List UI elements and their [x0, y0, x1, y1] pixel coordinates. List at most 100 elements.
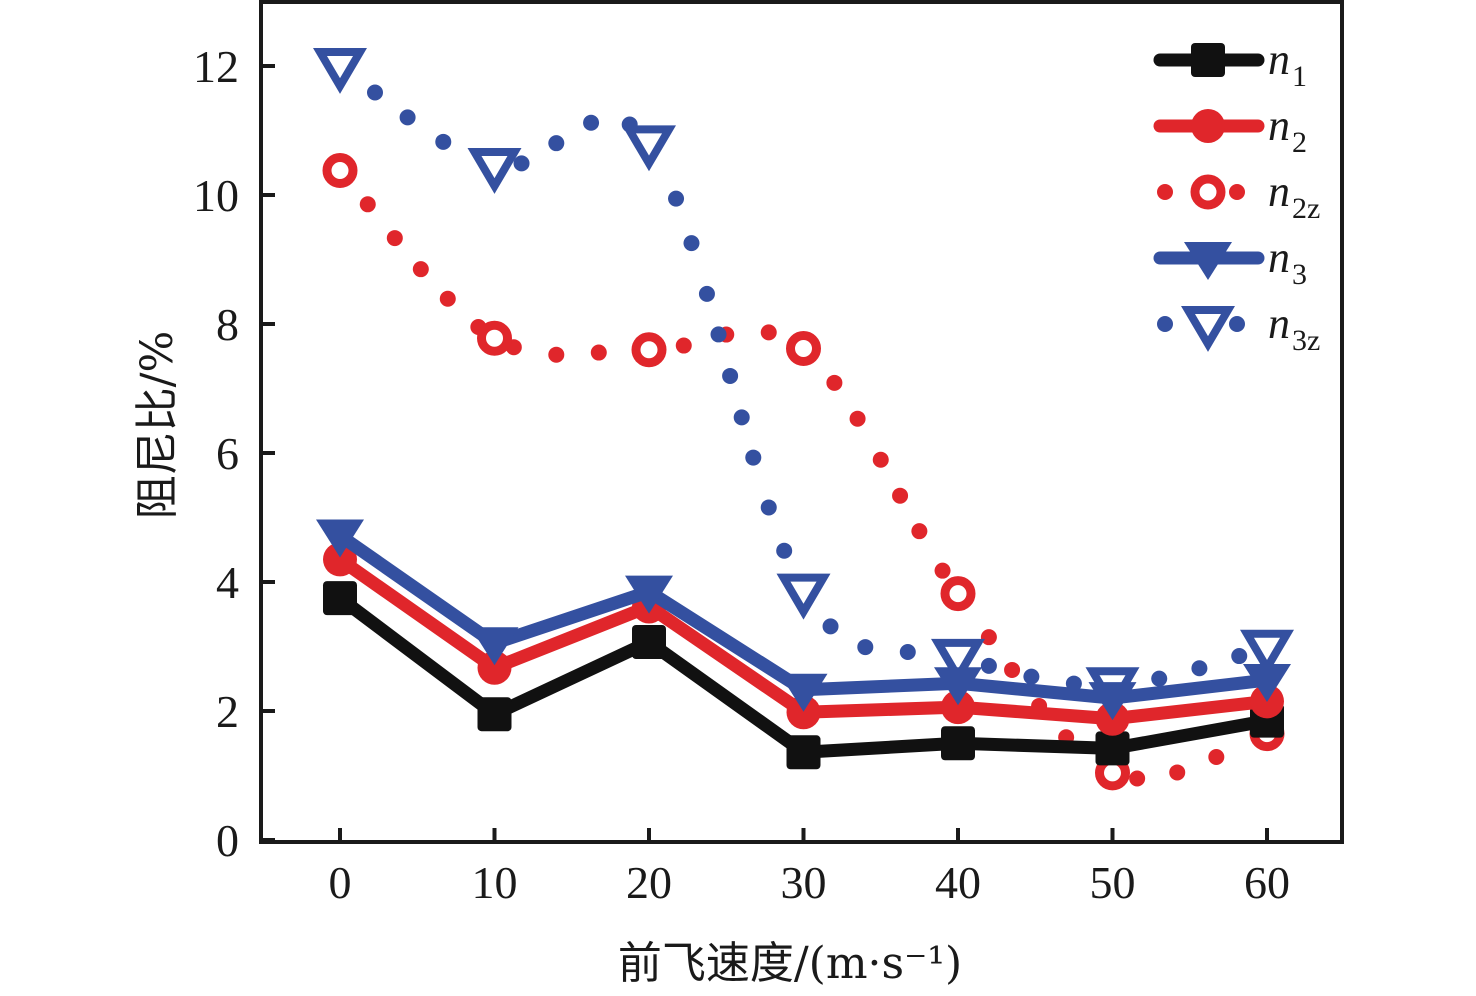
series-dot-n2z	[675, 337, 692, 354]
series-dot-n2z	[872, 451, 889, 468]
legend-label-subscript: 2z	[1292, 192, 1320, 225]
legend-item-n1: n1	[1153, 35, 1307, 93]
series-dot-n3z	[722, 367, 739, 384]
series-dot-n3z	[1151, 670, 1168, 687]
data-point-n1	[1095, 731, 1130, 766]
legend-label-subscript: 3z	[1292, 324, 1320, 357]
series-dot-n2z	[359, 196, 376, 213]
data-point-n3	[1088, 682, 1137, 721]
legend-marker-n2z	[1190, 174, 1226, 210]
series-dot-n3z	[683, 235, 700, 252]
y-tick-label: 6	[216, 428, 239, 479]
data-point-n1	[323, 581, 357, 616]
data-point-n2	[786, 695, 821, 730]
series-dot-n3z	[1023, 668, 1040, 685]
series-dot-n3z	[980, 657, 997, 674]
data-point-n2z	[786, 331, 821, 367]
legend-marker-n3z	[1181, 306, 1235, 352]
data-point-n3z	[776, 573, 831, 620]
legend-label-n2: n2	[1268, 101, 1307, 159]
legend-label-subscript: 2	[1292, 126, 1307, 159]
series-n3z	[313, 48, 1294, 714]
legend-label-n3: n3	[1268, 233, 1307, 291]
data-point-n1	[632, 624, 666, 659]
y-tick-label: 8	[216, 299, 239, 350]
data-point-n3z	[622, 125, 676, 172]
legend-dot-n2z	[1229, 184, 1245, 200]
series-dot-n3z	[776, 542, 793, 559]
series-dot-n3z	[698, 285, 715, 302]
series-dot-n3z	[745, 449, 762, 466]
series-dot-n2z	[548, 346, 565, 363]
y-tick-label: 2	[216, 686, 239, 737]
data-point-n2z	[322, 152, 358, 188]
data-point-n3	[625, 575, 673, 614]
data-point-n1	[477, 697, 512, 732]
legend-dot-n3z	[1157, 316, 1173, 332]
series-dot-n3z	[668, 190, 685, 207]
series-dot-n2z	[439, 290, 456, 307]
legend-label-n1: n1	[1268, 35, 1307, 93]
legend-label-main: n	[1268, 167, 1290, 216]
data-point-n2z	[477, 320, 512, 356]
series-dot-n2z	[826, 374, 843, 391]
x-tick-label: 40	[935, 857, 981, 908]
series-dot-n3z	[1231, 648, 1248, 665]
x-tick-label: 10	[472, 857, 518, 908]
legend-label-subscript: 3	[1292, 258, 1307, 291]
legend-item-n3z: n3z	[1157, 299, 1320, 357]
data-point-n3	[316, 519, 364, 558]
legend-marker-n2	[1191, 109, 1225, 143]
legend-item-n2: n2	[1153, 101, 1307, 159]
series-dot-n3z	[1191, 660, 1208, 677]
data-point-n3z	[467, 147, 522, 194]
series-dot-n3z	[710, 326, 727, 343]
series-layer	[313, 48, 1294, 791]
y-tick-label: 4	[216, 557, 239, 608]
series-dot-n2z	[1129, 770, 1146, 787]
x-axis-title: 前飞速度/(m·s⁻¹)	[618, 938, 962, 989]
series-n3	[316, 519, 1291, 721]
legend-marker-n1	[1191, 43, 1225, 77]
series-dot-n3z	[822, 618, 839, 635]
legend-label-main: n	[1268, 35, 1290, 84]
x-tick-label: 20	[626, 857, 672, 908]
y-tick-label: 12	[193, 41, 239, 92]
series-dot-n2z	[911, 523, 928, 540]
series-dot-n2z	[934, 562, 951, 579]
series-dot-n2z	[849, 410, 866, 427]
y-tick-label: 10	[193, 170, 239, 221]
x-tick-label: 60	[1244, 857, 1290, 908]
legend-dot-n2z	[1157, 184, 1173, 200]
data-point-n2z	[631, 332, 667, 368]
series-dot-n3z	[366, 84, 383, 101]
y-axis-title: 阻尼比/%	[132, 331, 183, 520]
data-point-n1	[941, 726, 975, 761]
legend-item-n2z: n2z	[1157, 167, 1320, 225]
series-dot-n3z	[513, 155, 530, 172]
series-dot-n2z	[760, 324, 777, 341]
legend-label-main: n	[1268, 299, 1290, 348]
legend-label-main: n	[1268, 101, 1290, 150]
series-dot-n2z	[1004, 661, 1021, 678]
data-point-n2	[323, 542, 357, 577]
series-dot-n2z	[590, 344, 607, 361]
data-point-n3	[779, 673, 828, 712]
series-n2	[323, 542, 1284, 736]
series-dot-n2z	[980, 629, 997, 646]
series-dot-n3z	[899, 644, 916, 661]
series-dot-n3z	[857, 639, 874, 656]
series-dot-n2z	[892, 487, 909, 504]
x-axis-ticks: 0 10 20 30 40 50 60	[329, 828, 1290, 908]
x-tick-label: 30	[781, 857, 827, 908]
data-point-n3z	[931, 638, 985, 685]
series-dot-n2z	[1208, 748, 1225, 765]
series-dot-n3z	[733, 409, 750, 426]
data-point-n3z	[1240, 629, 1294, 676]
y-axis-ticks: 0 2 4 6 8 10 12	[193, 41, 275, 866]
legend-dot-n3z	[1229, 316, 1245, 332]
x-tick-label: 0	[329, 857, 352, 908]
y-tick-label: 0	[216, 815, 239, 866]
